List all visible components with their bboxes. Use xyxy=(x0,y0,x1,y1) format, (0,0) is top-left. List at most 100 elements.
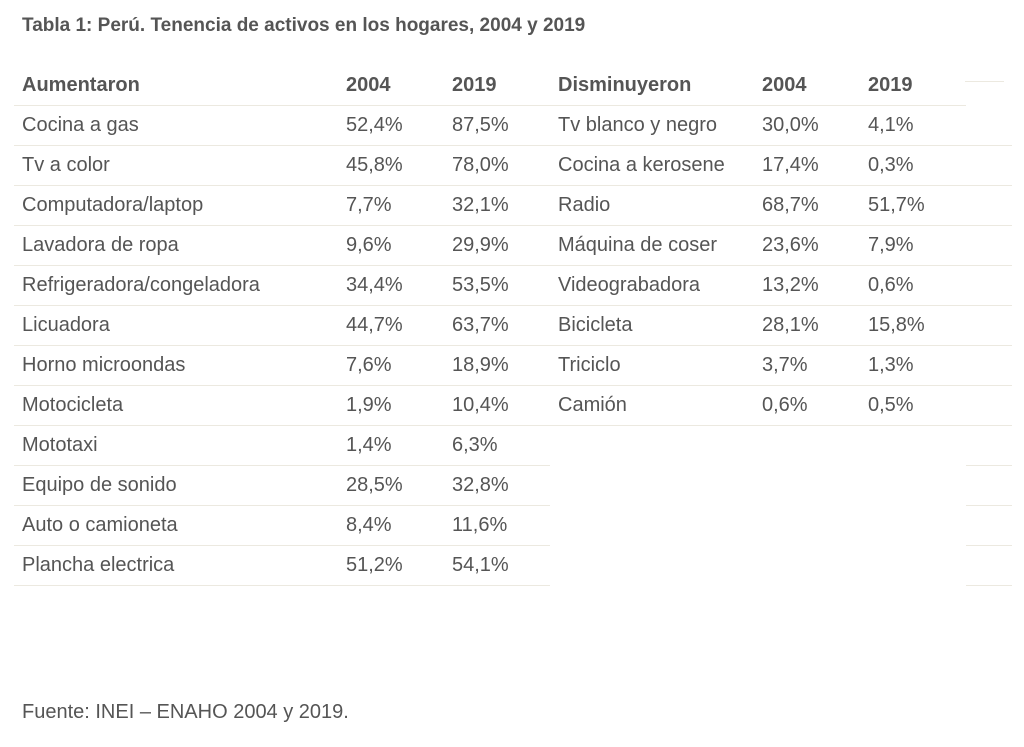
item-increased: Plancha electrica xyxy=(14,545,338,586)
value-2004-decreased xyxy=(754,506,860,546)
item-decreased: Cocina a kerosene xyxy=(550,145,754,186)
item-increased: Refrigeradora/congeladora xyxy=(14,265,338,306)
value-2019-increased: 6,3% xyxy=(444,425,550,466)
value-2004-increased: 51,2% xyxy=(338,545,444,586)
item-decreased: Tv blanco y negro xyxy=(550,105,754,146)
item-decreased xyxy=(550,506,754,546)
item-decreased: Máquina de coser xyxy=(550,225,754,266)
value-2004-increased: 1,9% xyxy=(338,385,444,426)
source-note: Fuente: INEI – ENAHO 2004 y 2019. xyxy=(22,701,349,723)
header-2004-right: 2004 xyxy=(754,63,860,106)
value-2004-decreased: 0,6% xyxy=(754,385,860,426)
divider xyxy=(965,81,1004,82)
empty-cell xyxy=(966,465,1012,506)
header-aumentaron: Aumentaron xyxy=(14,63,338,106)
table-row: Lavadora de ropa 9,6% 29,9% Máquina de cose… xyxy=(14,225,1012,266)
table-title: Tabla 1: Perú. Tenencia de activos en lo… xyxy=(22,15,586,36)
empty-cell xyxy=(966,145,1012,186)
value-2019-increased: 32,8% xyxy=(444,465,550,506)
empty-cell xyxy=(966,185,1012,226)
value-2019-decreased: 51,7% xyxy=(860,185,966,226)
value-2019-decreased xyxy=(860,546,966,586)
empty-cell xyxy=(966,345,1012,386)
value-2019-decreased: 15,8% xyxy=(860,305,966,346)
table-row: Computadora/laptop 7,7% 32,1% Radio 68,7% 51,… xyxy=(14,185,1012,226)
assets-table: Aumentaron 2004 2019 Disminuyeron 2004 2… xyxy=(14,63,1012,586)
value-2004-decreased: 30,0% xyxy=(754,105,860,146)
value-2019-decreased: 0,5% xyxy=(860,385,966,426)
value-2004-increased: 7,6% xyxy=(338,345,444,386)
item-increased: Auto o camioneta xyxy=(14,505,338,546)
table-row: Equipo de sonido 28,5% 32,8% xyxy=(14,465,1012,506)
empty-cell xyxy=(966,305,1012,346)
item-increased: Tv a color xyxy=(14,145,338,186)
table-row: Tv a color 45,8% 78,0% Cocina a kerosene 17,… xyxy=(14,145,1012,186)
empty-cell xyxy=(966,225,1012,266)
header-2019-right: 2019 xyxy=(860,63,966,106)
empty-cell xyxy=(966,385,1012,426)
value-2004-decreased: 17,4% xyxy=(754,145,860,186)
value-2019-decreased: 0,3% xyxy=(860,145,966,186)
item-decreased xyxy=(550,466,754,506)
value-2004-decreased: 13,2% xyxy=(754,265,860,306)
value-2004-decreased xyxy=(754,546,860,586)
item-decreased: Triciclo xyxy=(550,345,754,386)
empty-cell xyxy=(966,105,1012,146)
value-2004-decreased: 28,1% xyxy=(754,305,860,346)
item-decreased: Radio xyxy=(550,185,754,226)
value-2004-decreased xyxy=(754,466,860,506)
item-decreased xyxy=(550,426,754,466)
empty-cell xyxy=(966,545,1012,586)
table-row: Plancha electrica 51,2% 54,1% xyxy=(14,545,1012,586)
value-2019-decreased: 0,6% xyxy=(860,265,966,306)
value-2004-increased: 28,5% xyxy=(338,465,444,506)
value-2019-increased: 11,6% xyxy=(444,505,550,546)
item-increased: Lavadora de ropa xyxy=(14,225,338,266)
item-increased: Motocicleta xyxy=(14,385,338,426)
value-2019-decreased xyxy=(860,466,966,506)
item-increased: Horno microondas xyxy=(14,345,338,386)
item-increased: Licuadora xyxy=(14,305,338,346)
table-row: Horno microondas 7,6% 18,9% Triciclo 3,7% 1,3… xyxy=(14,345,1012,386)
header-2004-left: 2004 xyxy=(338,63,444,106)
value-2004-decreased: 23,6% xyxy=(754,225,860,266)
value-2004-increased: 44,7% xyxy=(338,305,444,346)
value-2004-increased: 1,4% xyxy=(338,425,444,466)
item-increased: Equipo de sonido xyxy=(14,465,338,506)
header-2019-left: 2019 xyxy=(444,63,550,106)
value-2004-decreased: 68,7% xyxy=(754,185,860,226)
value-2019-increased: 29,9% xyxy=(444,225,550,266)
table-row: Cocina a gas 52,4% 87,5% Tv blanco y negro 3… xyxy=(14,105,1012,146)
value-2019-decreased xyxy=(860,506,966,546)
table-row: Licuadora 44,7% 63,7% Bicicleta 28,1% 15,8% xyxy=(14,305,1012,346)
item-increased: Computadora/laptop xyxy=(14,185,338,226)
value-2019-increased: 54,1% xyxy=(444,545,550,586)
value-2004-increased: 7,7% xyxy=(338,185,444,226)
value-2004-decreased xyxy=(754,426,860,466)
table-row: Auto o camioneta 8,4% 11,6% xyxy=(14,505,1012,546)
item-decreased: Camión xyxy=(550,385,754,426)
empty-cell xyxy=(966,425,1012,466)
item-increased: Mototaxi xyxy=(14,425,338,466)
value-2019-decreased xyxy=(860,426,966,466)
value-2019-increased: 63,7% xyxy=(444,305,550,346)
value-2004-increased: 8,4% xyxy=(338,505,444,546)
value-2019-increased: 10,4% xyxy=(444,385,550,426)
item-decreased: Videograbadora xyxy=(550,265,754,306)
empty-cell xyxy=(966,265,1012,306)
value-2019-increased: 18,9% xyxy=(444,345,550,386)
value-2004-decreased: 3,7% xyxy=(754,345,860,386)
item-increased: Cocina a gas xyxy=(14,105,338,146)
value-2019-decreased: 1,3% xyxy=(860,345,966,386)
value-2019-decreased: 7,9% xyxy=(860,225,966,266)
table-row: Mototaxi 1,4% 6,3% xyxy=(14,425,1012,466)
value-2004-increased: 45,8% xyxy=(338,145,444,186)
table-row: Motocicleta 1,9% 10,4% Camión 0,6% 0,5% xyxy=(14,385,1012,426)
value-2019-increased: 87,5% xyxy=(444,105,550,146)
table-header-row: Aumentaron 2004 2019 Disminuyeron 2004 2… xyxy=(14,63,1012,106)
header-empty xyxy=(966,63,1012,106)
value-2019-increased: 78,0% xyxy=(444,145,550,186)
value-2019-decreased: 4,1% xyxy=(860,105,966,146)
table-row: Refrigeradora/congeladora 34,4% 53,5% Video… xyxy=(14,265,1012,306)
item-decreased: Bicicleta xyxy=(550,305,754,346)
